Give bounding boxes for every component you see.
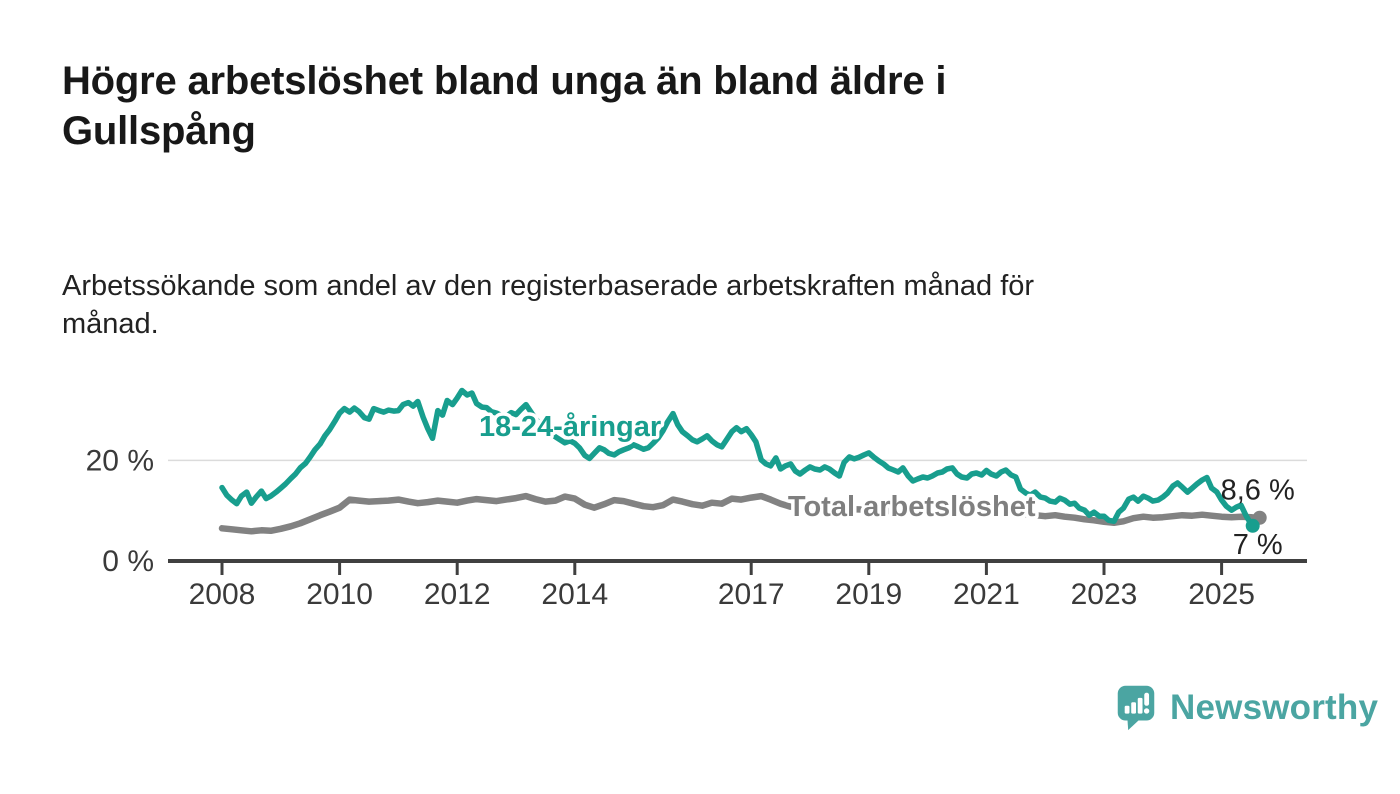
x-tick-label-2025: 2025 bbox=[1188, 578, 1255, 611]
series-end-dot-youth bbox=[1245, 518, 1260, 533]
series-label-total: Total arbetslöshet bbox=[788, 491, 1036, 523]
newsworthy-logo: Newsworthy bbox=[1116, 684, 1378, 731]
end-value-label-youth: 7 % bbox=[1233, 529, 1283, 561]
x-tick-label-2010: 2010 bbox=[306, 578, 373, 611]
x-tick-label-2012: 2012 bbox=[424, 578, 491, 611]
series-label-youth: 18-24-åringar bbox=[479, 411, 661, 443]
chart-subtitle: Arbetssökande som andel av den registerb… bbox=[62, 267, 1302, 343]
y-tick-label-20: 20 % bbox=[86, 444, 154, 477]
header: Högre arbetslöshet bland unga än bland ä… bbox=[62, 56, 1302, 156]
page-title-line-2: Gullspång bbox=[62, 109, 256, 153]
x-tick-label-2021: 2021 bbox=[953, 578, 1020, 611]
x-tick-label-2008: 2008 bbox=[189, 578, 256, 611]
page-title: Högre arbetslöshet bland unga än bland ä… bbox=[62, 56, 1302, 156]
series-line-youth bbox=[219, 387, 1259, 529]
newsworthy-logo-text: Newsworthy bbox=[1170, 687, 1379, 727]
chart-subtitle-line-1: Arbetssökande som andel av den registerb… bbox=[62, 270, 1035, 302]
y-tick-label-0: 0 % bbox=[102, 545, 154, 578]
chart-subtitle-line-2: månad. bbox=[62, 308, 159, 340]
x-tick-label-2017: 2017 bbox=[718, 578, 785, 611]
x-tick-label-2014: 2014 bbox=[541, 578, 608, 611]
page-title-line-1: Högre arbetslöshet bland unga än bland ä… bbox=[62, 59, 947, 103]
series-line-total bbox=[218, 492, 1259, 535]
end-value-label-total: 8,6 % bbox=[1221, 475, 1295, 507]
newsworthy-logo-icon bbox=[1117, 685, 1155, 731]
x-tick-label-2023: 2023 bbox=[1071, 578, 1138, 611]
x-tick-label-2019: 2019 bbox=[835, 578, 902, 611]
